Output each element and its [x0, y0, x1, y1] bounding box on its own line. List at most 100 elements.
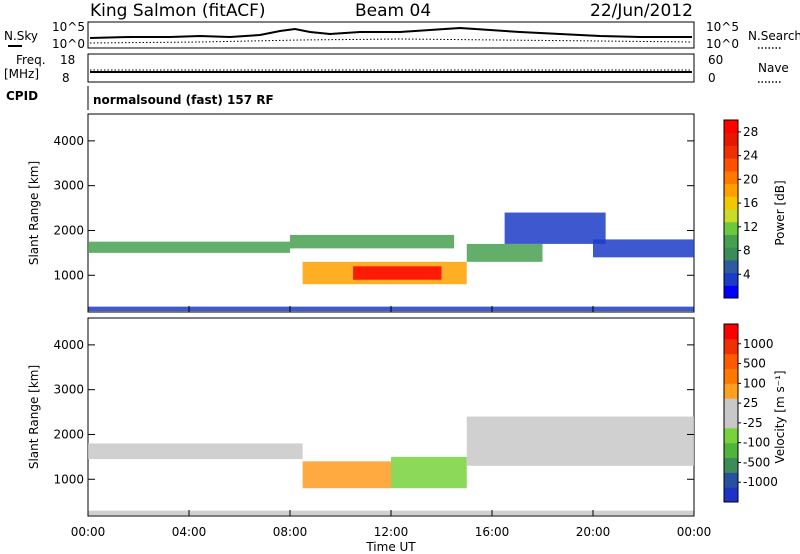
vel-colorbar-tick-label-7: -1000 — [743, 475, 778, 489]
nsearch-tick-top: 10^5 — [706, 20, 739, 34]
vel-y-tick-label-2: 3000 — [53, 383, 84, 397]
power-colorbar: 4 8 12 16 20 24 28 — [723, 119, 758, 299]
nave-tick-top: 60 — [708, 53, 723, 67]
power-y-tick-label-2: 3000 — [53, 179, 84, 193]
nsky-label: N.Sky — [4, 29, 38, 43]
vel-colorbar-swatch-9 — [724, 353, 738, 369]
nsearch-tick-bottom: 10^0 — [706, 37, 739, 51]
vel-echo-band-3 — [391, 456, 467, 489]
x-tick-label-1: 04:00 — [172, 525, 207, 539]
power-colorbar-swatch-9 — [724, 170, 738, 185]
power-colorbar-swatch-2 — [724, 259, 738, 274]
power-y-label: Slant Range [km] — [27, 161, 41, 265]
power-colorbar-tick-label-6: 28 — [743, 125, 758, 139]
power-colorbar-tick-label-0: 4 — [743, 267, 751, 281]
power-y-tick-label-1: 2000 — [53, 223, 84, 237]
power-colorbar-swatch-5 — [724, 221, 738, 235]
date-title: 22/Jun/2012 — [590, 1, 693, 21]
station-title: King Salmon (fitACF) — [90, 1, 266, 21]
freq-panel: Freq. [MHz] 18 8 60 0 Nave — [4, 53, 789, 85]
power-colorbar-swatch-8 — [724, 183, 738, 197]
vel-y-tick-label-3: 4000 — [53, 338, 84, 352]
x-tick-label-4: 16:00 — [475, 525, 510, 539]
power-colorbar-swatch-4 — [724, 234, 738, 248]
nave-tick-bottom: 0 — [708, 71, 716, 85]
freq-tick-top: 18 — [60, 53, 75, 67]
vel-echo-band-1 — [88, 443, 303, 460]
x-tick-label-6: 00:00 — [677, 525, 712, 539]
vel-colorbar-tick-label-3: 25 — [743, 396, 758, 410]
power-y-axis: 1000 2000 3000 4000 — [53, 134, 694, 282]
vel-echo-band-2 — [302, 461, 391, 489]
power-colorbar-swatch-3 — [724, 247, 738, 261]
power-echoes — [88, 212, 694, 312]
power-colorbar-swatch-6 — [724, 209, 738, 223]
nsky-trace — [89, 26, 692, 39]
nsky-frame — [87, 21, 695, 49]
vel-echo-band-4 — [466, 416, 694, 466]
vel-colorbar-swatch-4 — [724, 427, 738, 444]
freq-label-1: Freq. — [16, 53, 46, 67]
vel-colorbar-swatch-8 — [724, 368, 738, 384]
vel-colorbar-swatch-3 — [724, 442, 738, 458]
power-echo-band-1 — [88, 241, 290, 253]
power-echo-band-5 — [466, 243, 543, 262]
vel-colorbar-frame — [723, 323, 739, 503]
x-tick-label-5: 20:00 — [576, 525, 611, 539]
vel-y-tick-label-0: 1000 — [53, 472, 84, 486]
velocity-echoes — [88, 416, 694, 516]
vel-colorbar-tick-label-2: 100 — [743, 376, 766, 390]
velocity-y-label: Slant Range [km] — [27, 365, 41, 469]
power-echo-band-2 — [290, 234, 455, 249]
power-y-tick-label-3: 4000 — [53, 134, 84, 148]
nsky-tick-top: 10^5 — [52, 20, 85, 34]
vel-colorbar-tick-label-5: -100 — [743, 436, 770, 450]
x-tick-label-2: 08:00 — [273, 525, 308, 539]
vel-colorbar-tick-label-1: 500 — [743, 357, 766, 371]
power-y-tick-label-0: 1000 — [53, 268, 84, 282]
x-tick-label-0: 00:00 — [71, 525, 106, 539]
power-echo-band-6 — [504, 212, 606, 244]
vel-colorbar-tick-label-6: -500 — [743, 455, 770, 469]
vel-colorbar-swatch-10 — [724, 338, 738, 355]
power-panel: 1000 2000 3000 4000 Slant Range [km] — [27, 113, 695, 313]
velocity-colorbar: 1000 500 100 25 -25 -100 -500 -1000 — [723, 323, 778, 503]
vel-colorbar-swatch-7 — [724, 383, 738, 399]
power-colorbar-tick-label-4: 20 — [743, 172, 758, 186]
velocity-panel: 1000 2000 3000 4000 Slant Range [km] — [27, 317, 695, 517]
vel-y-tick-label-1: 2000 — [53, 427, 84, 441]
power-colorbar-swatch-0 — [724, 285, 738, 299]
vel-colorbar-swatch-11 — [724, 324, 738, 340]
freq-tick-bottom: 8 — [62, 71, 70, 85]
x-axis-label: Time UT — [365, 540, 416, 554]
nave-label: Nave — [758, 61, 789, 75]
power-colorbar-swatch-13 — [724, 120, 738, 134]
nsky-tick-bottom: 10^0 — [52, 37, 85, 51]
nsearch-trace — [89, 38, 693, 44]
power-colorbar-swatch-11 — [724, 145, 738, 159]
power-colorbar-tick-label-2: 12 — [743, 220, 758, 234]
vel-colorbar-tick-label-0: 1000 — [743, 337, 774, 351]
cpid-label: CPID — [6, 89, 38, 103]
nsky-panel: N.Sky 10^5 10^0 10^5 10^0 N.Search — [4, 20, 800, 51]
power-colorbar-tick-label-1: 8 — [743, 244, 751, 258]
power-colorbar-swatch-7 — [724, 196, 738, 210]
nsearch-label: N.Search — [748, 29, 800, 43]
power-echo-band-4 — [353, 266, 442, 280]
power-colorbar-tick-label-3: 16 — [743, 196, 758, 210]
time-x-axis: 00:00 04:00 08:00 12:00 16:00 20:00 00:00 — [71, 306, 712, 539]
power-echo-band-7 — [593, 239, 694, 258]
vel-colorbar-swatch-2 — [724, 457, 738, 473]
beam-title: Beam 04 — [355, 1, 431, 21]
freq-label-2: [MHz] — [4, 67, 39, 81]
power-colorbar-tick-label-5: 24 — [743, 149, 758, 163]
cpid-text: normalsound (fast) 157 RF — [93, 93, 274, 107]
velocity-colorbar-label: Velocity [m s⁻¹] — [773, 370, 787, 463]
velocity-y-axis: 1000 2000 3000 4000 — [53, 338, 694, 486]
vel-colorbar-swatch-1 — [724, 472, 738, 488]
freq-frame — [87, 53, 695, 83]
vel-colorbar-swatch-5 — [724, 413, 738, 429]
power-colorbar-label: Power [dB] — [773, 180, 787, 245]
vel-colorbar-swatch-6 — [724, 398, 738, 414]
